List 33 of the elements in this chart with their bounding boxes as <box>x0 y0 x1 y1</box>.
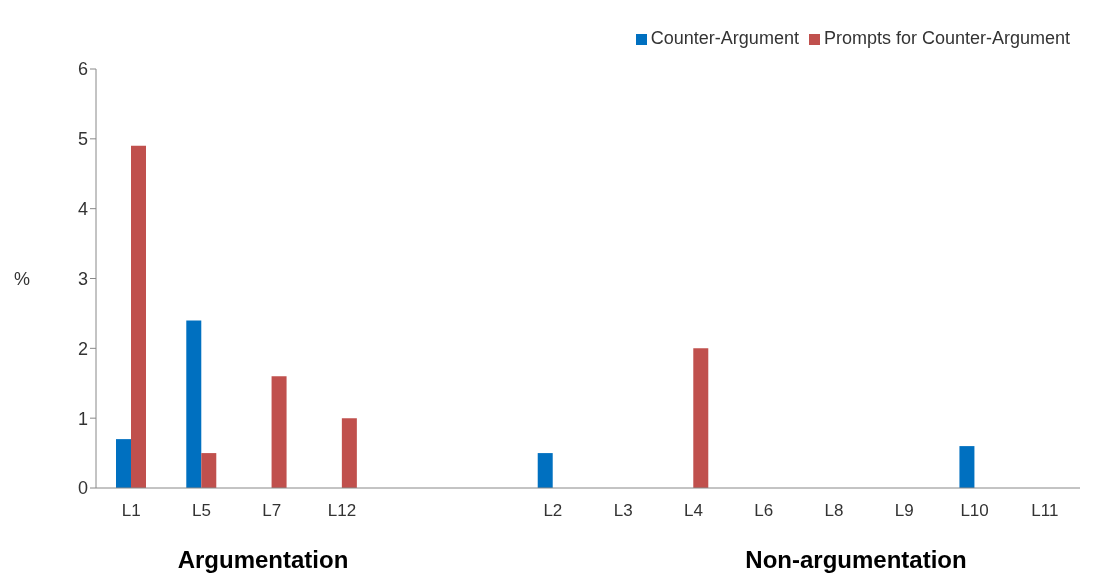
bar <box>341 418 357 488</box>
bar <box>271 376 287 488</box>
x-tick-label: L1 <box>121 501 141 521</box>
y-tick-label: 6 <box>77 59 88 80</box>
y-axis-title: % <box>13 268 30 289</box>
y-tick-label: 2 <box>77 338 88 359</box>
x-tick-label: L5 <box>191 501 211 521</box>
text: Non-argumentation <box>744 546 968 574</box>
legend-label: Prompts for Counter-Argument <box>823 28 1070 48</box>
bar <box>537 453 553 488</box>
x-tick-label: L12 <box>327 501 357 521</box>
x-tick-label: L9 <box>894 501 914 521</box>
y-tick-label: 1 <box>77 408 88 429</box>
y-tick-label: 3 <box>77 268 88 289</box>
text: Argumentation <box>176 546 350 574</box>
bar <box>959 446 975 488</box>
x-tick-label: L10 <box>960 501 989 521</box>
bar <box>131 145 146 488</box>
x-tick-label: L2 <box>543 501 563 521</box>
x-tick-label: L11 <box>1031 501 1059 521</box>
x-tick-label: L6 <box>754 501 774 521</box>
bar <box>186 320 202 488</box>
x-tick-label: L3 <box>613 501 633 521</box>
y-tick-label: 4 <box>77 199 88 220</box>
legend-label: Counter-Argument <box>650 28 799 48</box>
bar <box>116 439 131 488</box>
x-tick-label: L7 <box>262 501 282 521</box>
y-tick-label: 5 <box>77 129 88 150</box>
bar <box>201 453 217 488</box>
x-tick-label: L4 <box>683 501 703 521</box>
bar <box>693 348 709 488</box>
y-tick-label: 0 <box>77 478 88 499</box>
x-tick-label: L8 <box>824 501 844 521</box>
